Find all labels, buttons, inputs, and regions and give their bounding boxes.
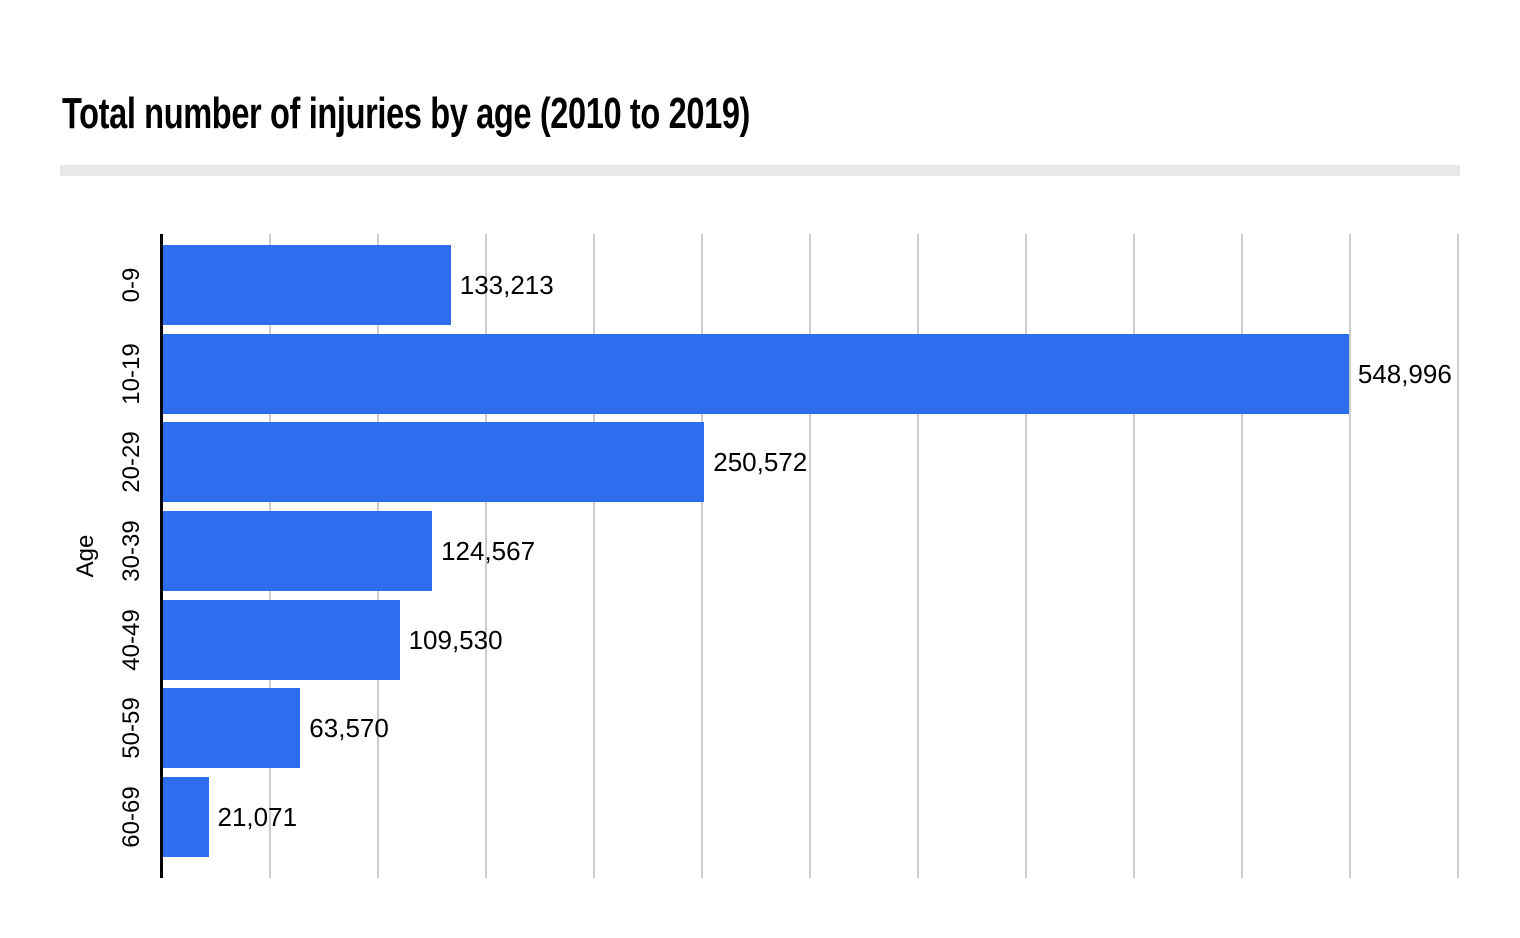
- gridline: [485, 234, 487, 878]
- value-label-10-19: 548,996: [1357, 358, 1452, 389]
- value-label-0-9: 133,213: [459, 270, 554, 300]
- category-label-0-9: 0-9: [118, 267, 145, 303]
- value-label-20-29: 250,572: [713, 447, 808, 478]
- gridline: [1457, 234, 1459, 878]
- gridline: [1025, 234, 1027, 878]
- value-label-40-49: 109,530: [408, 624, 503, 655]
- y-axis-title: Age: [72, 534, 99, 578]
- category-label-30-39: 30-39: [118, 520, 145, 582]
- bar-40-49: [163, 599, 400, 680]
- value-label-30-39: 124,567: [441, 535, 536, 566]
- bar-50-59: [163, 688, 301, 769]
- bar-30-39: [163, 510, 433, 591]
- value-label-50-59: 63,570: [309, 713, 389, 744]
- gridline: [1349, 234, 1351, 878]
- y-axis-line: [160, 234, 163, 878]
- category-label-50-59: 50-59: [118, 697, 145, 759]
- chart-title: Total number of injuries by age (2010 to…: [62, 89, 751, 138]
- category-label-10-19: 10-19: [118, 342, 145, 405]
- gridline: [917, 234, 919, 878]
- value-label-60-69: 21,071: [217, 801, 298, 832]
- gridline: [809, 234, 811, 878]
- gridline: [593, 234, 595, 878]
- gridline: [1241, 234, 1243, 878]
- bar-20-29: [163, 422, 705, 503]
- bar-0-9: [163, 245, 451, 325]
- category-label-40-49: 40-49: [118, 608, 145, 671]
- bar-10-19: [163, 333, 1349, 414]
- bar-60-69: [163, 776, 209, 857]
- category-label-20-29: 20-29: [118, 431, 145, 493]
- gridline: [1133, 234, 1135, 878]
- category-label-60-69: 60-69: [118, 786, 145, 848]
- title-divider: [60, 165, 1460, 176]
- gridline: [701, 234, 703, 878]
